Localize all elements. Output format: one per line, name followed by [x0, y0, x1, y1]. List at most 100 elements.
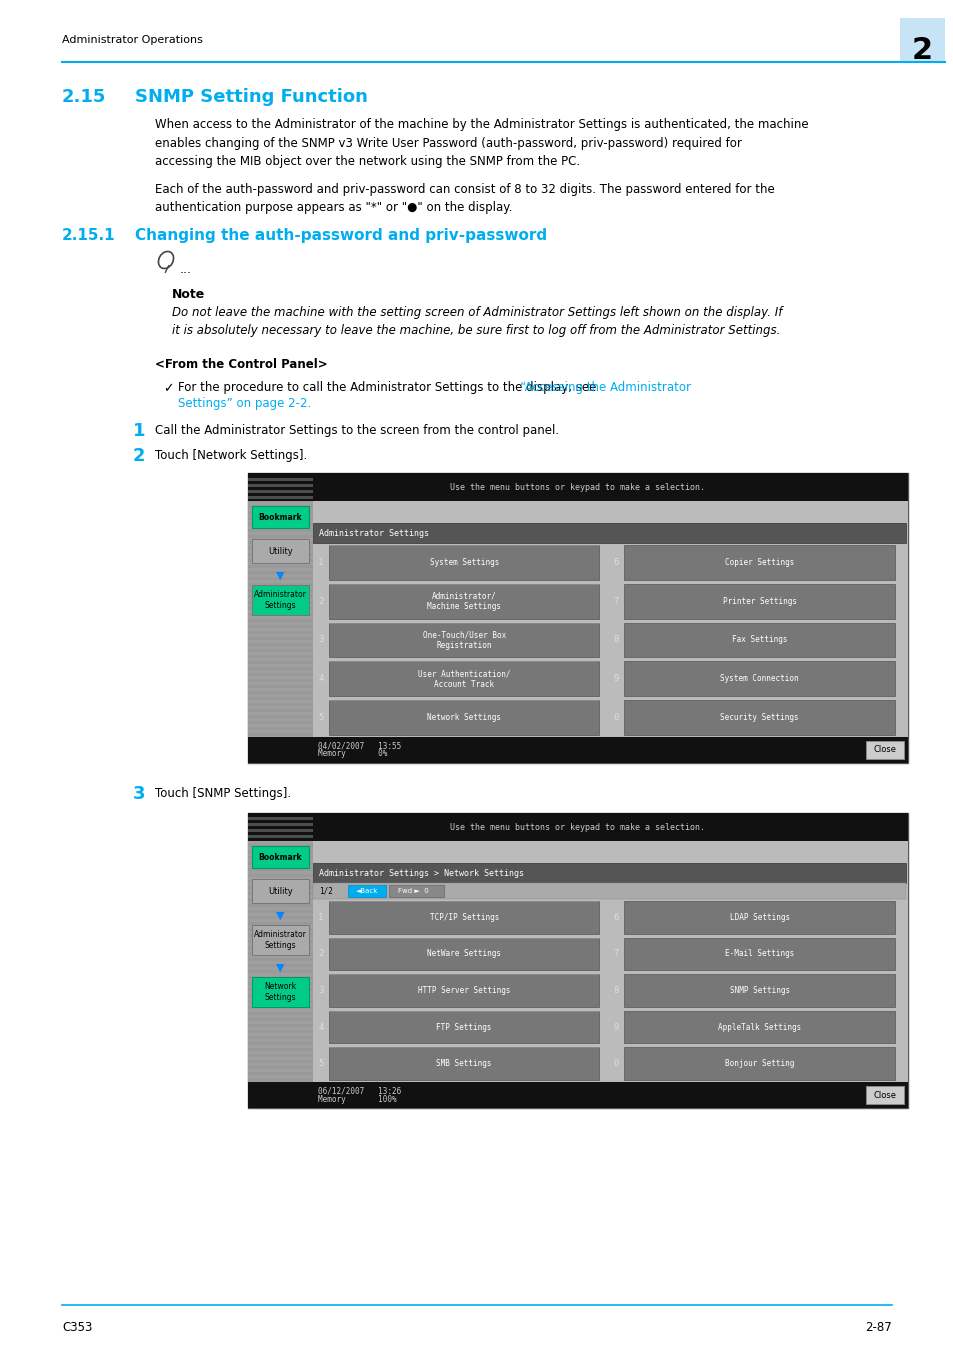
Bar — [248, 556, 313, 559]
Text: When access to the Administrator of the machine by the Administrator Settings is: When access to the Administrator of the … — [154, 117, 808, 167]
Text: HTTP Server Settings: HTTP Server Settings — [417, 986, 510, 995]
Text: Administrator Settings > Network Settings: Administrator Settings > Network Setting… — [318, 868, 523, 878]
Text: SNMP Settings: SNMP Settings — [729, 986, 789, 995]
Text: ✓: ✓ — [163, 382, 173, 396]
Text: 6: 6 — [613, 558, 618, 567]
Bar — [248, 841, 313, 844]
Bar — [248, 846, 313, 850]
Bar — [248, 829, 313, 832]
Text: Bookmark: Bookmark — [258, 852, 302, 861]
Text: NetWare Settings: NetWare Settings — [427, 949, 500, 958]
Text: SNMP Setting Function: SNMP Setting Function — [135, 88, 368, 107]
Bar — [248, 724, 313, 728]
Text: 3: 3 — [132, 784, 146, 803]
Bar — [248, 574, 313, 576]
Bar — [248, 954, 313, 958]
Bar — [248, 730, 313, 733]
Bar — [248, 539, 313, 541]
Bar — [248, 1021, 313, 1025]
Text: Note: Note — [172, 288, 205, 301]
Bar — [248, 508, 313, 512]
Text: Use the menu buttons or keypad to make a selection.: Use the menu buttons or keypad to make a… — [450, 822, 705, 832]
Text: C353: C353 — [62, 1322, 92, 1334]
Bar — [248, 544, 313, 547]
Text: TCP/IP Settings: TCP/IP Settings — [429, 913, 498, 922]
Text: 5: 5 — [318, 1060, 323, 1068]
Bar — [248, 676, 313, 679]
Text: 2: 2 — [910, 36, 932, 65]
Bar — [248, 526, 313, 529]
Bar — [248, 670, 313, 674]
Text: System Connection: System Connection — [720, 674, 799, 683]
Text: Close: Close — [873, 1091, 896, 1099]
Bar — [624, 583, 894, 618]
Bar — [248, 986, 313, 988]
Bar — [624, 1011, 894, 1044]
Text: 2.15: 2.15 — [62, 88, 107, 107]
Bar — [248, 824, 313, 826]
Text: 2.15.1: 2.15.1 — [62, 228, 115, 243]
Bar — [248, 603, 313, 608]
Bar — [248, 472, 907, 763]
Bar — [248, 495, 313, 500]
Text: Use the menu buttons or keypad to make a selection.: Use the menu buttons or keypad to make a… — [450, 482, 705, 491]
Bar — [252, 925, 309, 954]
Bar — [329, 701, 598, 734]
Text: Do not leave the machine with the setting screen of Administrator Settings left : Do not leave the machine with the settin… — [172, 306, 781, 338]
Bar — [248, 1033, 313, 1035]
Text: ◄Back: ◄Back — [355, 888, 377, 894]
Bar — [248, 813, 907, 1108]
Text: Bookmark: Bookmark — [258, 513, 302, 521]
Bar — [248, 1027, 313, 1030]
Bar — [389, 886, 443, 896]
Bar — [252, 585, 309, 616]
Bar — [248, 647, 313, 649]
Bar — [329, 622, 598, 657]
Bar — [329, 900, 598, 934]
Bar — [248, 1008, 313, 1012]
Text: Bonjour Setting: Bonjour Setting — [724, 1060, 794, 1068]
Text: 6: 6 — [613, 913, 618, 922]
Bar — [252, 879, 309, 903]
Bar — [248, 760, 313, 763]
Bar — [248, 961, 313, 964]
Bar — [248, 949, 313, 952]
Bar — [248, 520, 313, 522]
Text: Call the Administrator Settings to the screen from the control panel.: Call the Administrator Settings to the s… — [154, 424, 558, 437]
Text: 2-87: 2-87 — [864, 1322, 891, 1334]
Bar — [248, 586, 313, 589]
Bar — [248, 973, 313, 976]
Bar — [248, 1106, 313, 1108]
Bar — [248, 478, 313, 481]
Text: 8: 8 — [613, 986, 618, 995]
Text: Fax Settings: Fax Settings — [731, 636, 786, 644]
Bar — [329, 545, 598, 579]
Bar — [329, 938, 598, 971]
Text: ▼: ▼ — [276, 911, 284, 921]
Bar — [248, 501, 313, 763]
Bar — [248, 1015, 313, 1018]
Text: FTP Settings: FTP Settings — [436, 1022, 492, 1031]
Bar — [248, 1045, 313, 1048]
Bar — [248, 640, 313, 643]
Bar — [248, 616, 313, 620]
Bar — [248, 925, 313, 927]
Bar — [248, 485, 313, 487]
Bar — [248, 514, 313, 517]
Bar — [248, 836, 313, 838]
Bar — [252, 506, 309, 528]
Text: 4: 4 — [318, 674, 323, 683]
Text: 04/02/2007   13:55: 04/02/2007 13:55 — [317, 741, 401, 751]
Bar — [248, 634, 313, 637]
Bar — [248, 871, 313, 873]
Bar — [248, 694, 313, 697]
Bar — [248, 883, 313, 886]
Text: Administrator
Settings: Administrator Settings — [253, 930, 307, 949]
Bar — [248, 1040, 313, 1042]
Bar — [248, 682, 313, 684]
Bar — [252, 539, 309, 563]
Text: ▼: ▼ — [276, 963, 284, 973]
Text: SMB Settings: SMB Settings — [436, 1060, 492, 1068]
Bar — [248, 701, 313, 703]
Bar — [248, 748, 313, 751]
